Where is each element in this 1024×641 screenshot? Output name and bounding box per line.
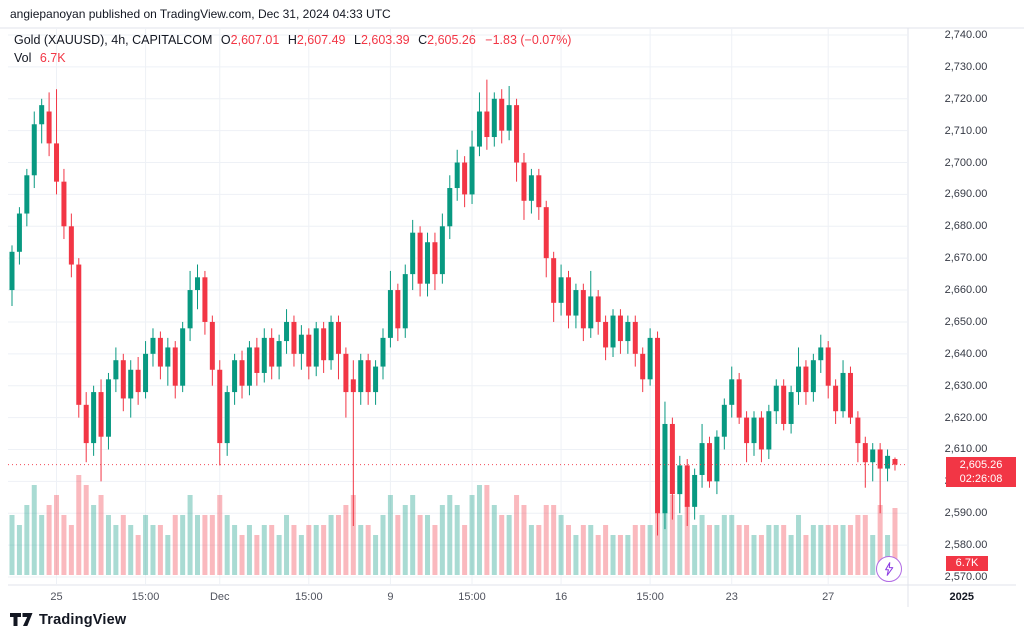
tradingview-logo-icon — [10, 613, 33, 626]
time-axis-label: 15:00 — [636, 591, 664, 603]
last-price-badge: 2,605.26 02:26:08 — [946, 456, 1016, 487]
volume-label: Vol — [14, 51, 32, 65]
price-axis-label: 2,580.00 — [944, 539, 988, 552]
price-axis-label: 2,650.00 — [944, 315, 988, 328]
time-axis-label: 2025 — [949, 591, 974, 603]
low-value: 2,603.39 — [360, 33, 410, 47]
high-value: 2,607.49 — [296, 33, 346, 47]
chart-legend: Gold (XAUUSD), 4h, CAPITALCOM O2,607.01 … — [14, 32, 571, 67]
instant-trading-button[interactable] — [876, 556, 902, 582]
price-axis-label: 2,740.00 — [944, 29, 988, 41]
volume-axis-badge: 6.7K — [946, 556, 988, 571]
price-axis-label: 2,570.00 — [944, 571, 988, 583]
price-axis-label: 2,590.00 — [944, 507, 988, 520]
tradingview-brand-text: TradingView — [39, 612, 127, 628]
time-axis-label: 27 — [822, 591, 835, 603]
symbol-title[interactable]: Gold (XAUUSD), 4h, CAPITALCOM — [14, 33, 213, 47]
price-axis-label: 2,660.00 — [944, 284, 988, 297]
time-axis-label: 16 — [554, 591, 568, 603]
time-axis-label: 23 — [725, 591, 738, 603]
open-label: O — [220, 33, 231, 47]
time-axis-label: 25 — [50, 591, 63, 603]
close-label: C — [418, 33, 428, 47]
price-axis-label: 2,670.00 — [944, 252, 988, 265]
high-label: H — [287, 33, 297, 47]
price-axis-label: 2,690.00 — [944, 188, 988, 201]
time-axis-label: 15:00 — [458, 591, 486, 603]
lightning-bolt-icon — [885, 562, 894, 576]
price-axis-label: 2,700.00 — [944, 156, 988, 169]
price-axis-label: 2,710.00 — [944, 124, 988, 137]
change-value: −1.83 (−0.07%) — [485, 33, 572, 47]
time-axis-label: Dec — [209, 591, 230, 603]
price-axis-label: 2,680.00 — [944, 220, 988, 233]
time-axis-label: 15:00 — [131, 591, 160, 603]
last-price-value: 2,605.26 — [959, 458, 1003, 471]
legend-row-ohlc: Gold (XAUUSD), 4h, CAPITALCOM O2,607.01 … — [14, 32, 571, 49]
time-axis-label: 9 — [387, 591, 394, 603]
legend-row-volume: Vol 6.7K — [14, 50, 571, 67]
time-axis[interactable]: 25 15:00 Dec 15:00 9 15:00 16 15:00 23 27 2025 — [0, 585, 1024, 609]
low-label: L — [354, 33, 361, 47]
volume-value: 6.7K — [39, 51, 66, 65]
close-value: 2,605.26 — [427, 33, 476, 47]
price-axis-label: 2,640.00 — [944, 347, 988, 360]
price-axis-label: 2,630.00 — [944, 379, 988, 392]
price-axis[interactable]: 2,740.00 2,730.00 2,720.00 2,710.00 2,700.00… — [908, 28, 1024, 585]
price-axis-label: 2,620.00 — [944, 411, 988, 424]
price-axis-label: 2,730.00 — [944, 60, 988, 73]
price-axis-label: 2,610.00 — [944, 443, 988, 456]
open-value: 2,607.01 — [230, 33, 280, 47]
bar-countdown: 02:26:08 — [959, 472, 1003, 485]
price-axis-label: 2,720.00 — [944, 92, 988, 105]
tradingview-logo-link[interactable]: TradingView — [10, 612, 126, 628]
time-axis-label: 15:00 — [295, 591, 323, 603]
publish-info: angiepanoyan published on TradingView.co… — [10, 7, 391, 21]
